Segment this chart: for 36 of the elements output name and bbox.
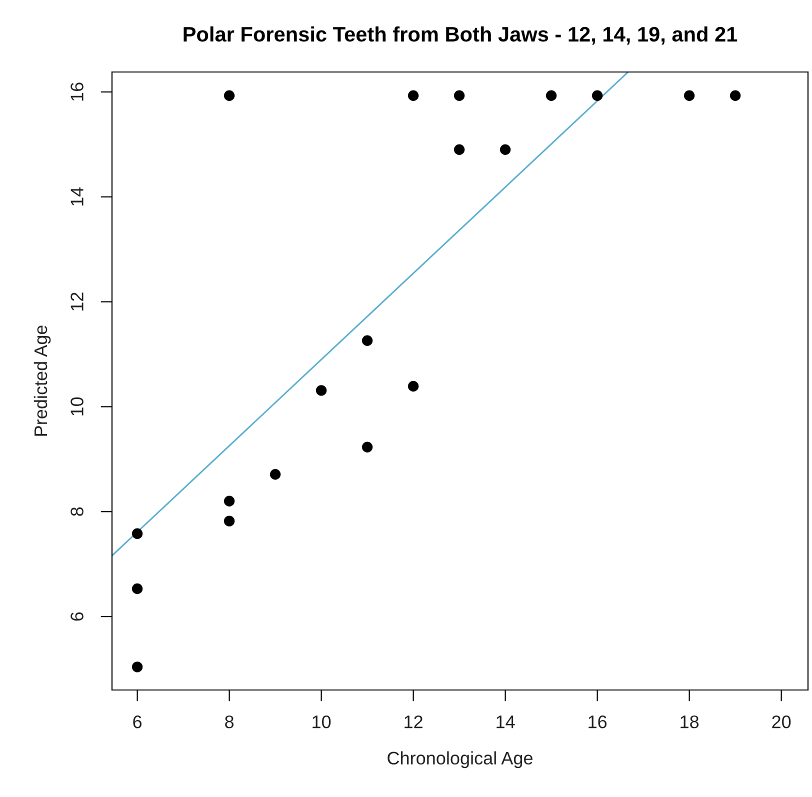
point xyxy=(592,90,603,101)
y-axis-title: Predicted Age xyxy=(34,326,51,436)
x-tick-label: 18 xyxy=(680,715,699,728)
y-tick-label: 6 xyxy=(70,612,84,621)
point xyxy=(454,90,465,101)
y-tick-label: 10 xyxy=(70,397,84,416)
x-tick-label: 16 xyxy=(588,715,607,728)
x-tick-label: 12 xyxy=(404,715,422,728)
point xyxy=(270,469,281,480)
point xyxy=(454,144,465,155)
x-tick-label: 8 xyxy=(225,715,234,728)
y-tick-label: 14 xyxy=(70,187,84,206)
point xyxy=(132,662,143,672)
point xyxy=(316,385,327,396)
point xyxy=(224,516,235,526)
point xyxy=(408,380,419,392)
x-tick-label: 14 xyxy=(496,716,515,728)
point xyxy=(132,528,143,540)
x-tick-label: 20 xyxy=(772,715,791,728)
point xyxy=(546,90,557,101)
point xyxy=(684,90,695,101)
x-tick-label: 6 xyxy=(133,715,142,728)
x-tick-label: 10 xyxy=(312,715,331,728)
y-tick-label: 8 xyxy=(70,507,84,516)
x-axis-title: Chronological Age xyxy=(388,751,532,768)
point xyxy=(132,583,143,594)
y-tick-label: 16 xyxy=(70,82,84,101)
chart-title: Polar Forensic Teeth from Both Jaws - 12, 14, 19, and 21 xyxy=(184,26,738,45)
point xyxy=(408,90,419,101)
point xyxy=(224,90,235,101)
point xyxy=(730,90,741,101)
point xyxy=(224,496,235,506)
point xyxy=(362,442,373,452)
point xyxy=(362,335,373,346)
point xyxy=(500,144,511,155)
y-tick-label: 12 xyxy=(70,292,84,310)
